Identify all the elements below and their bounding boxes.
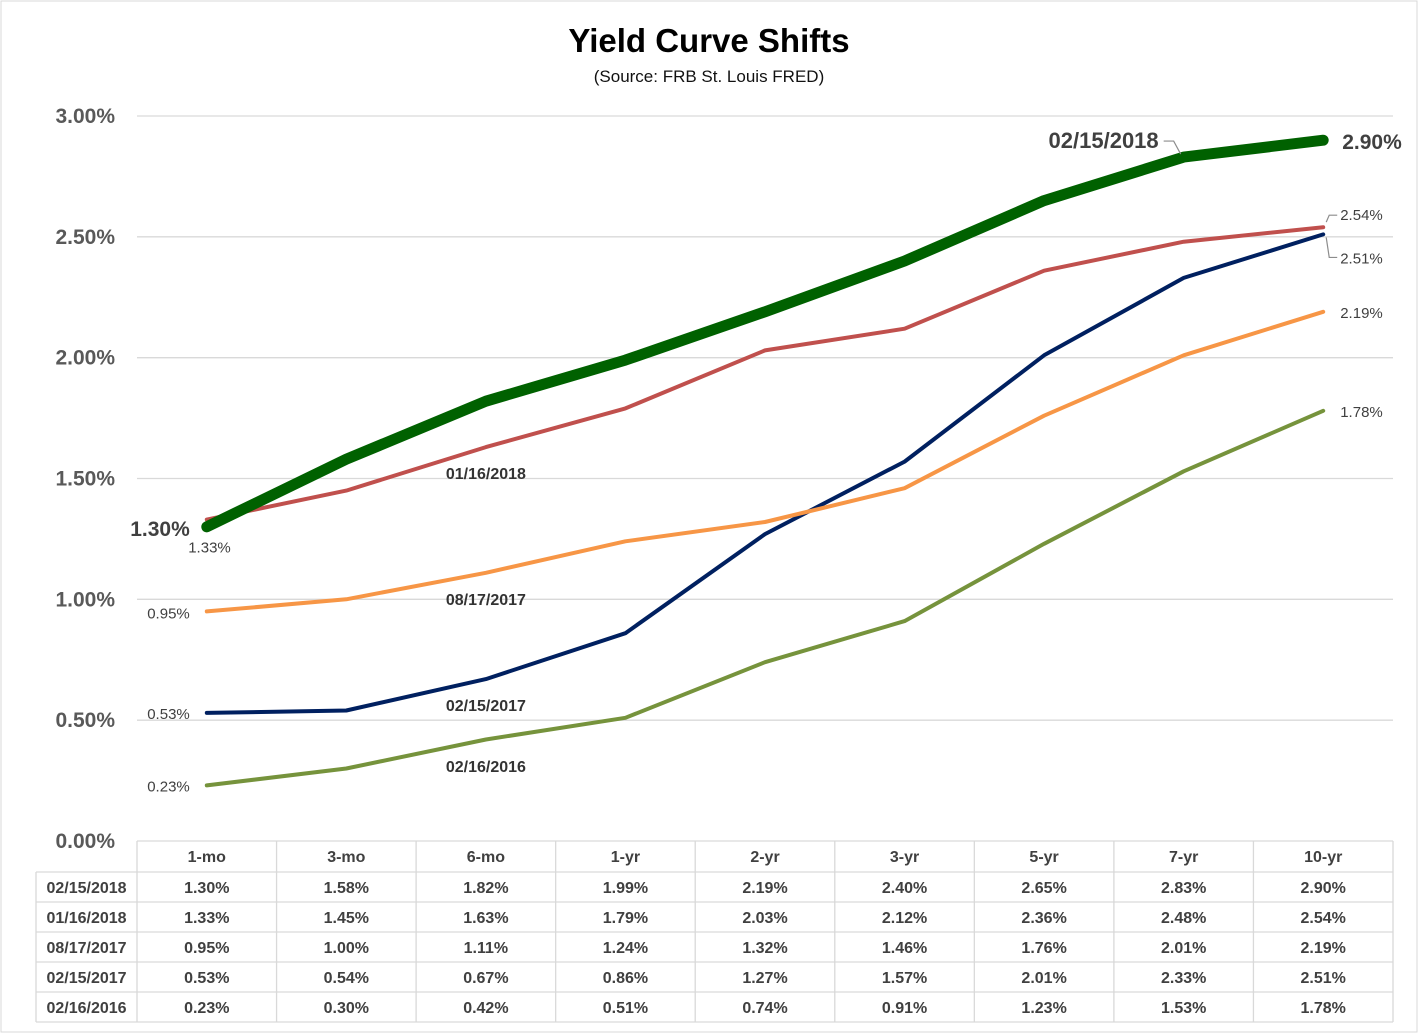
table-cell: 0.67% [463,970,508,987]
table-cell: 1.82% [463,880,508,897]
end-value-label: 2.19% [1340,305,1383,322]
table-cell: 2.83% [1161,880,1206,897]
series-name-label: 02/15/2017 [446,698,526,715]
table-cell: 1.33% [184,910,229,927]
series-line [201,134,1329,533]
table-cell: 2.40% [882,880,927,897]
x-category-label: 7-yr [1169,849,1198,866]
x-category-label: 10-yr [1304,849,1342,866]
start-value-label: 0.53% [147,706,190,723]
table-cell: 1.23% [1021,1000,1066,1017]
series-lines [201,134,1329,788]
table-cell: 2.36% [1021,910,1066,927]
table-cell: 1.63% [463,910,508,927]
table-row-label: 02/15/2018 [46,880,126,897]
chart-title: Yield Curve Shifts [568,22,849,59]
table-row-label: 02/16/2016 [46,1000,126,1017]
table-cell: 1.79% [603,910,648,927]
y-tick-label: 0.00% [55,830,115,853]
table-cell: 0.23% [184,1000,229,1017]
table-cell: 1.24% [603,940,648,957]
data-labels: 1.30% 2.90% 1.33% 2.54% 0.95% 2.19% 0.53% 2.51%… [130,128,1402,795]
table-cell: 0.54% [324,970,369,987]
end-value-label: 2.54% [1340,207,1383,224]
start-value-label: 1.33% [188,540,231,557]
table-cell: 2.33% [1161,970,1206,987]
table-cell: 1.00% [324,940,369,957]
label-leader-line [1325,214,1338,223]
series-line [204,225,1326,522]
y-tick-label: 1.00% [55,588,115,611]
end-value-label: 2.90% [1342,131,1402,154]
series-name-label: 01/16/2018 [446,466,526,483]
y-tick-label: 3.00% [55,105,115,128]
table-cell: 2.90% [1301,880,1346,897]
table-cell: 2.03% [742,910,787,927]
table-cell: 1.27% [742,970,787,987]
series-line [204,309,1326,614]
table-cell: 2.19% [1301,940,1346,957]
y-tick-label: 2.00% [55,347,115,370]
start-value-label: 0.23% [147,778,190,795]
table-cell: 2.01% [1021,970,1066,987]
x-category-label: 5-yr [1029,849,1058,866]
table-cell: 0.30% [324,1000,369,1017]
table-cell: 1.32% [742,940,787,957]
x-category-label: 6-mo [467,849,505,866]
table-cell: 1.99% [603,880,648,897]
data-table: 1-mo 3-mo 6-mo 1-yr 2-yr 3-yr 5-yr 7-yr 10-yr 02/… [35,840,1394,1023]
table-cell: 2.01% [1161,940,1206,957]
table-cell: 1.53% [1161,1000,1206,1017]
table-cell: 0.51% [603,1000,648,1017]
x-category-label: 1-mo [188,849,226,866]
table-cell: 0.95% [184,940,229,957]
table-row-label: 01/16/2018 [46,910,126,927]
table-cell: 2.54% [1301,910,1346,927]
table-cell: 2.48% [1161,910,1206,927]
x-category-label: 1-yr [611,849,640,866]
table-cell: 0.53% [184,970,229,987]
table-cell: 1.30% [184,880,229,897]
table-cell: 0.91% [882,1000,927,1017]
series-line [204,408,1326,788]
series-name-label: 02/16/2016 [446,759,526,776]
table-cell: 1.58% [324,880,369,897]
table-cell: 1.76% [1021,940,1066,957]
table-cell: 0.86% [603,970,648,987]
y-tick-label: 0.50% [55,709,115,732]
label-leader-line [1325,237,1338,259]
x-category-label: 3-yr [890,849,919,866]
start-value-label: 1.30% [130,518,190,541]
series-name-label: 08/17/2017 [446,592,526,609]
table-row-label: 08/17/2017 [46,940,126,957]
table-cell: 0.42% [463,1000,508,1017]
table-cell: 1.78% [1301,1000,1346,1017]
table-cell: 2.51% [1301,970,1346,987]
start-value-label: 0.95% [147,605,190,622]
table-cell: 0.74% [742,1000,787,1017]
series-name-label: 02/15/2018 [1049,128,1159,153]
label-leader-line [1163,140,1182,155]
chart-subtitle: (Source: FRB St. Louis FRED) [594,67,825,86]
x-category-label: 3-mo [327,849,365,866]
table-row-label: 02/15/2017 [46,970,126,987]
x-category-label: 2-yr [750,849,779,866]
table-cell: 1.46% [882,940,927,957]
table-cell: 2.65% [1021,880,1066,897]
y-tick-label: 2.50% [55,226,115,249]
table-cell: 1.45% [324,910,369,927]
gridlines [137,115,1393,721]
table-cell: 2.19% [742,880,787,897]
table-cell: 2.12% [882,910,927,927]
end-value-label: 1.78% [1340,404,1383,421]
table-cell: 1.11% [464,940,508,957]
series-line [204,232,1326,715]
y-axis-tick-labels: 0.00% 0.50% 1.00% 1.50% 2.00% 2.50% 3.00% [55,105,115,853]
y-tick-label: 1.50% [55,468,115,491]
end-value-label: 2.51% [1340,250,1383,267]
table-cell: 1.57% [882,970,927,987]
